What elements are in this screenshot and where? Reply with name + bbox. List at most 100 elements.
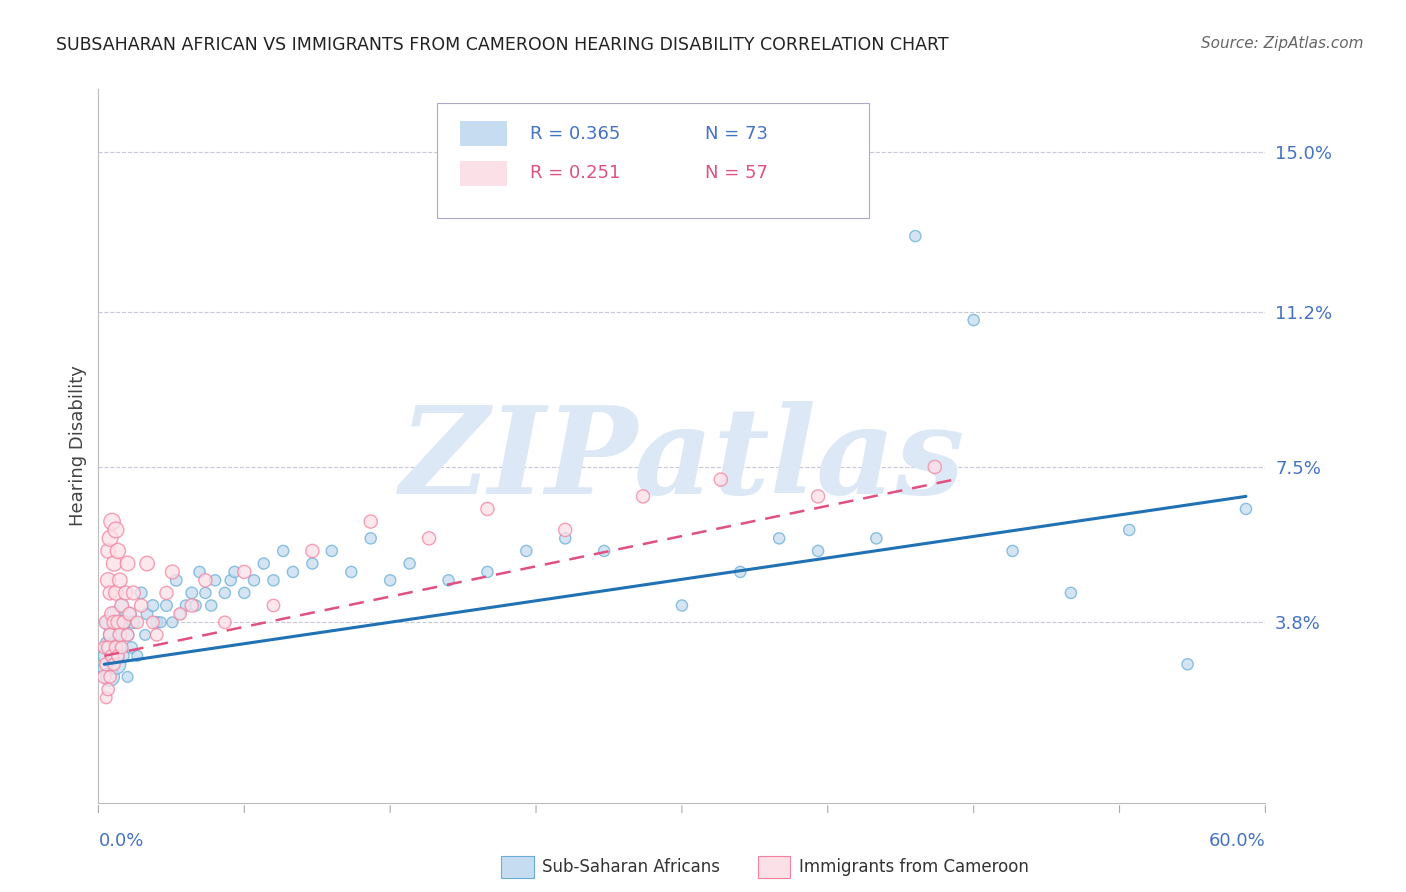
- Point: [301, 544, 323, 558]
- Point: [671, 599, 693, 613]
- Point: [98, 628, 121, 642]
- Point: [127, 615, 149, 630]
- Point: [107, 648, 129, 663]
- Point: [924, 460, 946, 475]
- Point: [108, 615, 131, 630]
- Point: [165, 574, 187, 588]
- Point: [117, 557, 139, 571]
- Point: [103, 636, 125, 650]
- Point: [169, 607, 191, 621]
- Point: [1118, 523, 1140, 537]
- Text: R = 0.251: R = 0.251: [530, 164, 620, 182]
- Point: [111, 599, 134, 613]
- Point: [127, 648, 149, 663]
- Point: [98, 670, 121, 684]
- Point: [114, 615, 136, 630]
- Point: [97, 640, 120, 655]
- Point: [1177, 657, 1199, 672]
- Point: [360, 532, 382, 546]
- Point: [107, 544, 129, 558]
- Point: [97, 682, 120, 697]
- Point: [904, 229, 927, 244]
- Point: [281, 565, 304, 579]
- Point: [136, 557, 159, 571]
- FancyBboxPatch shape: [758, 856, 790, 878]
- Point: [136, 607, 159, 621]
- Point: [214, 586, 236, 600]
- Text: R = 0.365: R = 0.365: [530, 125, 620, 143]
- Point: [142, 599, 165, 613]
- Point: [398, 557, 420, 571]
- Point: [93, 670, 115, 684]
- Text: Source: ZipAtlas.com: Source: ZipAtlas.com: [1201, 36, 1364, 51]
- Y-axis label: Hearing Disability: Hearing Disability: [69, 366, 87, 526]
- Point: [768, 532, 790, 546]
- FancyBboxPatch shape: [460, 161, 508, 186]
- Point: [112, 615, 135, 630]
- Point: [180, 586, 202, 600]
- Point: [96, 636, 118, 650]
- Point: [418, 532, 440, 546]
- FancyBboxPatch shape: [501, 856, 534, 878]
- Point: [114, 586, 136, 600]
- Point: [149, 615, 172, 630]
- Point: [515, 544, 537, 558]
- Point: [194, 574, 217, 588]
- Point: [97, 648, 120, 663]
- Point: [97, 615, 120, 630]
- Point: [101, 648, 124, 663]
- Point: [111, 640, 134, 655]
- Text: SUBSAHARAN AFRICAN VS IMMIGRANTS FROM CAMEROON HEARING DISABILITY CORRELATION CH: SUBSAHARAN AFRICAN VS IMMIGRANTS FROM CA…: [56, 36, 949, 54]
- Point: [807, 489, 830, 503]
- Text: N = 57: N = 57: [706, 164, 768, 182]
- Point: [103, 557, 125, 571]
- Point: [134, 628, 156, 642]
- Point: [155, 586, 177, 600]
- Point: [200, 599, 222, 613]
- Point: [180, 599, 202, 613]
- Point: [593, 544, 616, 558]
- Point: [807, 544, 830, 558]
- Point: [142, 615, 165, 630]
- Point: [194, 586, 217, 600]
- Point: [253, 557, 276, 571]
- Point: [174, 599, 197, 613]
- Point: [162, 615, 184, 630]
- Point: [1060, 586, 1083, 600]
- Point: [108, 628, 131, 642]
- Point: [93, 640, 115, 655]
- Point: [98, 640, 121, 655]
- Point: [162, 565, 184, 579]
- Point: [631, 489, 654, 503]
- Point: [710, 473, 733, 487]
- Point: [155, 599, 177, 613]
- Point: [97, 574, 120, 588]
- Text: Sub-Saharan Africans: Sub-Saharan Africans: [541, 858, 720, 876]
- Point: [1001, 544, 1024, 558]
- Point: [96, 615, 118, 630]
- Point: [437, 574, 460, 588]
- Point: [233, 586, 256, 600]
- Point: [962, 313, 984, 327]
- Point: [111, 640, 134, 655]
- Point: [204, 574, 226, 588]
- Point: [103, 657, 125, 672]
- Point: [121, 640, 143, 655]
- Point: [271, 544, 294, 558]
- Point: [96, 690, 118, 705]
- Point: [477, 502, 499, 516]
- Point: [107, 615, 129, 630]
- Point: [865, 532, 887, 546]
- FancyBboxPatch shape: [460, 121, 508, 146]
- Point: [96, 657, 118, 672]
- Point: [554, 523, 576, 537]
- Point: [730, 565, 752, 579]
- Point: [340, 565, 363, 579]
- Point: [1234, 502, 1257, 516]
- Point: [233, 565, 256, 579]
- Point: [104, 523, 127, 537]
- Point: [224, 565, 246, 579]
- Point: [146, 615, 169, 630]
- Point: [101, 628, 124, 642]
- Point: [104, 657, 127, 672]
